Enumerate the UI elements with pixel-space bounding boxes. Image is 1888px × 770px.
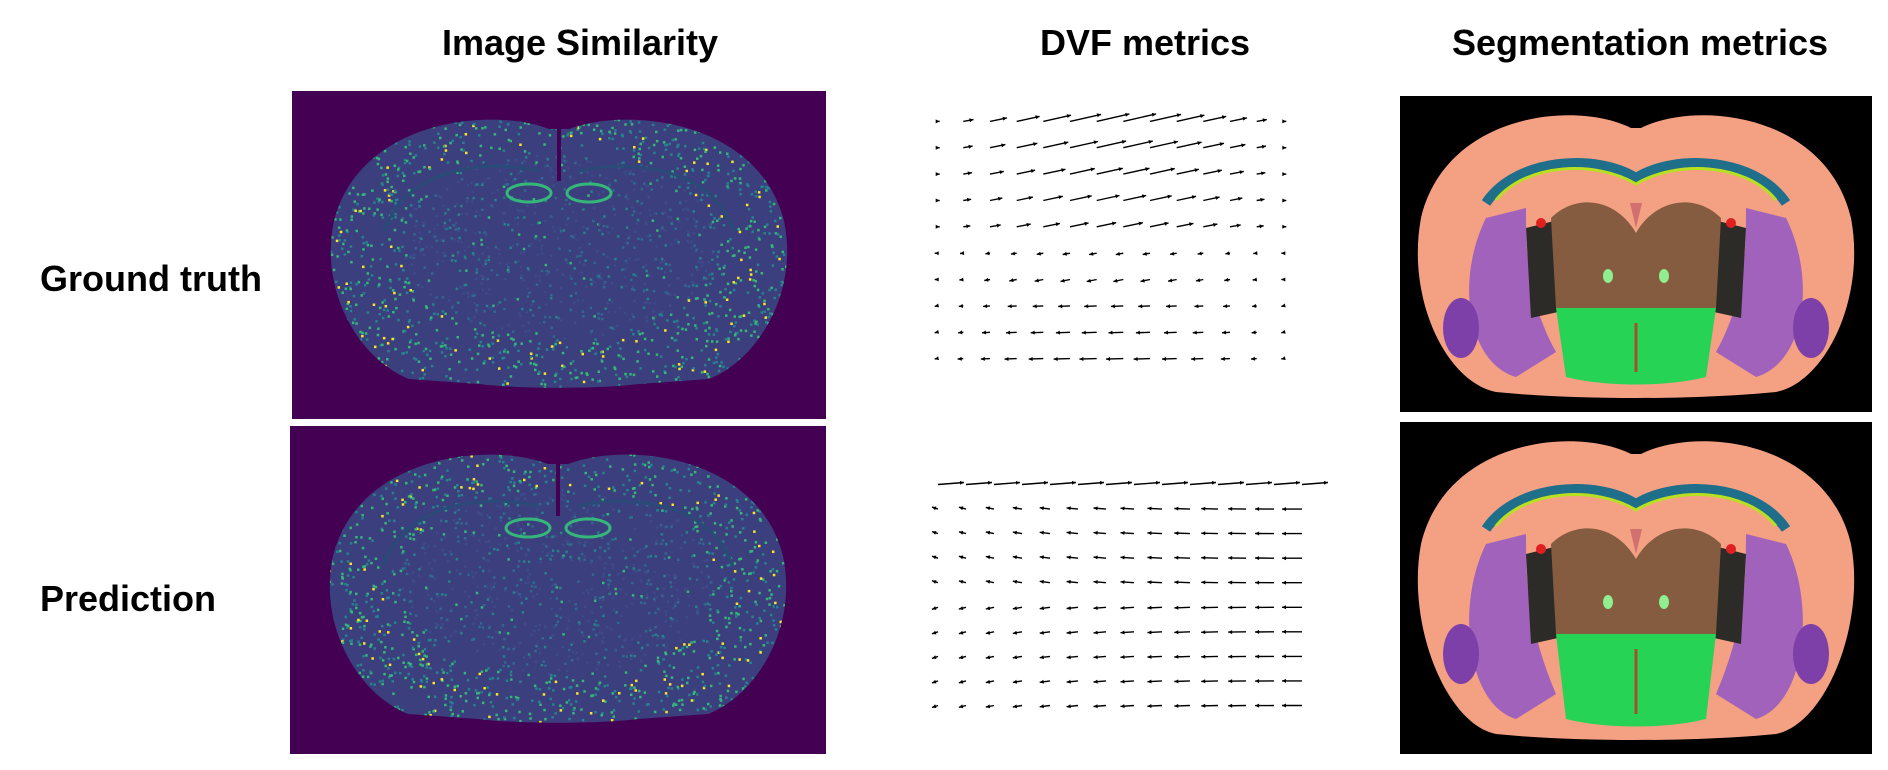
- dvf-ground-truth: [910, 95, 1310, 385]
- segmentation-ground-truth: [1400, 96, 1872, 412]
- dvf-quiver-pred: [931, 480, 1329, 709]
- column-title-segmentation-metrics: Segmentation metrics: [1451, 22, 1829, 63]
- brain-intensity-svg-gt: [292, 91, 826, 419]
- brain-intensity-svg-pred: [290, 426, 826, 754]
- image-ground-truth: [292, 91, 826, 419]
- image-prediction: [290, 426, 826, 754]
- dvf-quiver-gt: [934, 112, 1287, 361]
- column-title-image-similarity: Image Similarity: [441, 22, 719, 63]
- row-label-prediction: Prediction: [40, 578, 217, 619]
- segmentation-map-pred: [1400, 422, 1872, 754]
- dvf-prediction: [910, 460, 1330, 730]
- segmentation-prediction: [1400, 422, 1872, 754]
- segmentation-map-gt: [1400, 96, 1872, 412]
- column-title-dvf-metrics: DVF metrics: [1039, 22, 1251, 63]
- row-label-ground-truth: Ground truth: [40, 258, 262, 299]
